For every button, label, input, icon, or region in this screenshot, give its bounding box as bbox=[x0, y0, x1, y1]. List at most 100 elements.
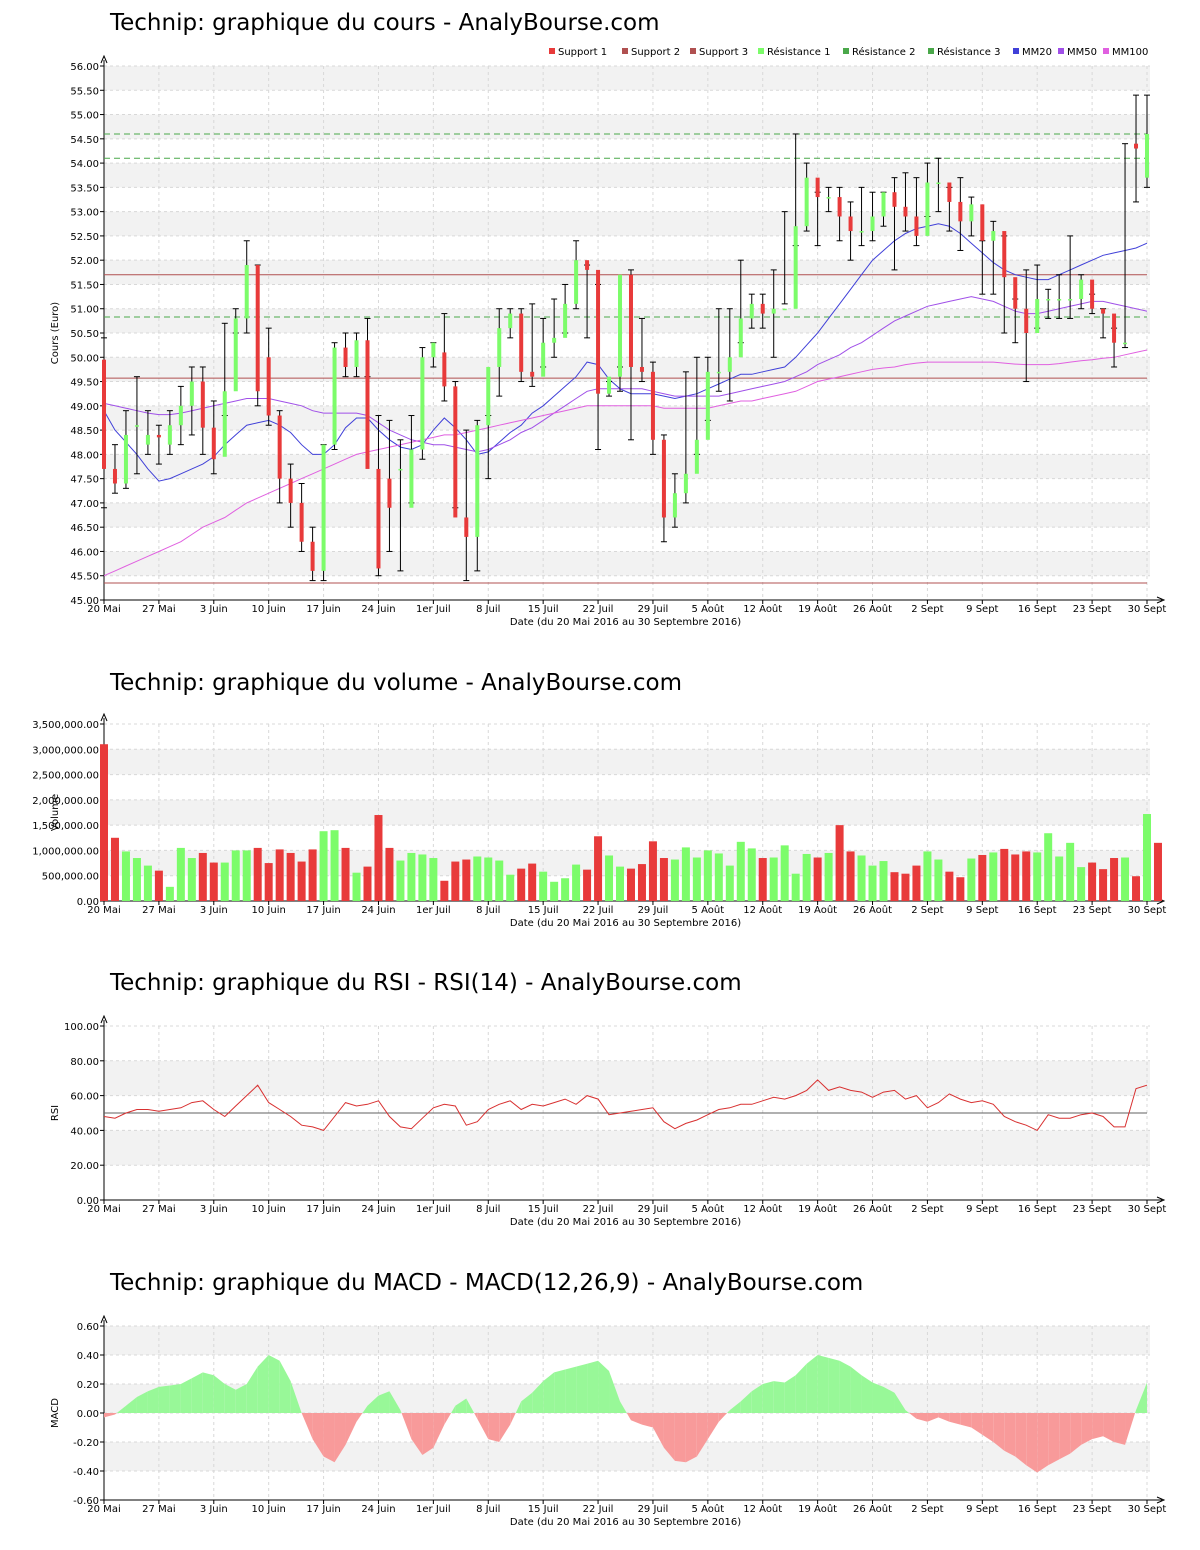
candle-body bbox=[167, 425, 172, 445]
rsi-chart: 0.00 20.00 40.00 60.00 80.00 100.00 20 Mai 27 M… bbox=[50, 1014, 1166, 1228]
legend-swatch bbox=[622, 48, 628, 54]
volume-bar bbox=[550, 881, 559, 901]
x-axis-arrow bbox=[1156, 1496, 1166, 1504]
x-tick-label: 3 Juin bbox=[200, 1204, 228, 1215]
volume-bar bbox=[154, 870, 163, 901]
macd-area-segment bbox=[191, 1372, 203, 1413]
volume-bar bbox=[868, 865, 877, 901]
x-tick-label: 1er Juil bbox=[416, 1504, 451, 1515]
volume-bar bbox=[418, 854, 427, 901]
candle-body bbox=[738, 318, 743, 358]
candle-body bbox=[749, 303, 754, 319]
candle-body bbox=[1046, 299, 1051, 301]
y-tick-label: 54.00 bbox=[70, 159, 99, 170]
macd-area-segment bbox=[367, 1395, 379, 1413]
macd-area-segment bbox=[740, 1391, 752, 1413]
x-axis-arrow bbox=[1156, 1196, 1166, 1204]
macd-area-segment bbox=[235, 1384, 247, 1413]
volume-bar bbox=[1110, 858, 1119, 901]
legend-swatch bbox=[1058, 48, 1064, 54]
x-tick-label: 2 Sept bbox=[911, 1204, 943, 1215]
candle-body bbox=[716, 371, 721, 374]
volume-bar bbox=[572, 864, 581, 901]
x-tick-label: 19 Août bbox=[798, 603, 837, 615]
volume-bar bbox=[220, 862, 229, 901]
y-tick-label: 48.50 bbox=[70, 426, 99, 437]
macd-area-segment bbox=[422, 1413, 434, 1456]
y-axis-label: Volume bbox=[50, 794, 61, 831]
macd-area-segment bbox=[345, 1413, 357, 1445]
volume-bar bbox=[198, 852, 207, 901]
volume-bar bbox=[824, 852, 833, 901]
candle-body bbox=[881, 192, 886, 217]
volume-bar bbox=[1121, 857, 1130, 901]
candle-body bbox=[178, 405, 183, 426]
candle-body bbox=[650, 371, 655, 440]
volume-chart-title: Technip: graphique du volume - AnalyBour… bbox=[110, 670, 682, 696]
macd-area-segment bbox=[861, 1375, 873, 1413]
volume-bar bbox=[747, 848, 756, 901]
x-tick-label: 15 Juil bbox=[528, 604, 559, 615]
volume-bar bbox=[626, 868, 635, 901]
x-axis-label: Date (du 20 Mai 2016 au 30 Septembre 201… bbox=[510, 1217, 741, 1228]
plot-band bbox=[104, 1442, 1150, 1471]
y-tick-label: 52.00 bbox=[70, 256, 99, 267]
macd-area-segment bbox=[1135, 1410, 1137, 1413]
volume-bar bbox=[978, 854, 987, 901]
legend-item: MM100 bbox=[1112, 47, 1148, 58]
macd-area-segment bbox=[1136, 1382, 1147, 1413]
candle-body bbox=[760, 303, 765, 314]
candle-body bbox=[991, 231, 996, 241]
legend-item: Support 1 bbox=[558, 47, 607, 58]
x-tick-label: 12 Août bbox=[743, 1503, 782, 1515]
macd-area-segment bbox=[883, 1386, 895, 1413]
y-tick-label: 46.00 bbox=[70, 547, 99, 558]
volume-bar bbox=[714, 853, 723, 901]
x-tick-label: 27 Mai bbox=[142, 1204, 175, 1215]
volume-bar bbox=[275, 849, 284, 901]
macd-area-segment bbox=[626, 1413, 631, 1421]
y-tick-label: 56.00 bbox=[70, 62, 99, 73]
macd-area-segment bbox=[751, 1384, 763, 1413]
candle-body bbox=[1002, 231, 1007, 278]
macd-area-segment bbox=[894, 1392, 906, 1413]
x-tick-label: 5 Août bbox=[692, 1503, 725, 1515]
y-tick-label: 53.00 bbox=[70, 208, 99, 219]
x-tick-label: 22 Juil bbox=[583, 1204, 614, 1215]
macd-area-segment bbox=[905, 1410, 910, 1413]
macd-area-segment bbox=[279, 1360, 291, 1413]
legend-swatch bbox=[549, 48, 555, 54]
candle-body bbox=[343, 347, 348, 367]
macd-area-segment bbox=[773, 1381, 785, 1413]
volume-bar bbox=[528, 863, 537, 901]
volume-bar bbox=[1033, 852, 1042, 901]
x-tick-label: 15 Juil bbox=[528, 1204, 559, 1215]
candle-body bbox=[958, 201, 963, 222]
y-tick-label: 49.00 bbox=[70, 402, 99, 413]
y-tick-label: 45.50 bbox=[70, 572, 99, 583]
volume-bar bbox=[1099, 869, 1108, 901]
macd-area-segment bbox=[1059, 1413, 1071, 1460]
volume-bar bbox=[308, 849, 317, 901]
macd-area-segment bbox=[652, 1413, 664, 1448]
candle-body bbox=[189, 381, 194, 406]
x-tick-label: 15 Juil bbox=[528, 1504, 559, 1515]
volume-bar bbox=[692, 857, 701, 901]
volume-bar bbox=[616, 866, 625, 901]
y-tick-label: 48.00 bbox=[70, 450, 99, 461]
x-tick-label: 27 Mai bbox=[142, 905, 175, 916]
y-axis-label: RSI bbox=[50, 1105, 61, 1121]
y-tick-label: 60.00 bbox=[70, 1092, 99, 1103]
y-tick-label: 1,000,000.00 bbox=[32, 846, 99, 857]
volume-bar bbox=[110, 837, 119, 901]
y-tick-label: 0.40 bbox=[77, 1351, 99, 1362]
macd-area-segment bbox=[400, 1410, 402, 1413]
x-tick-label: 2 Sept bbox=[911, 604, 943, 615]
volume-bar bbox=[583, 869, 592, 901]
y-axis-arrow bbox=[100, 712, 108, 722]
candle-body bbox=[541, 342, 546, 377]
candle-body bbox=[925, 182, 930, 236]
candle-body bbox=[222, 391, 227, 457]
volume-bar bbox=[670, 859, 679, 901]
candle-body bbox=[387, 478, 392, 508]
